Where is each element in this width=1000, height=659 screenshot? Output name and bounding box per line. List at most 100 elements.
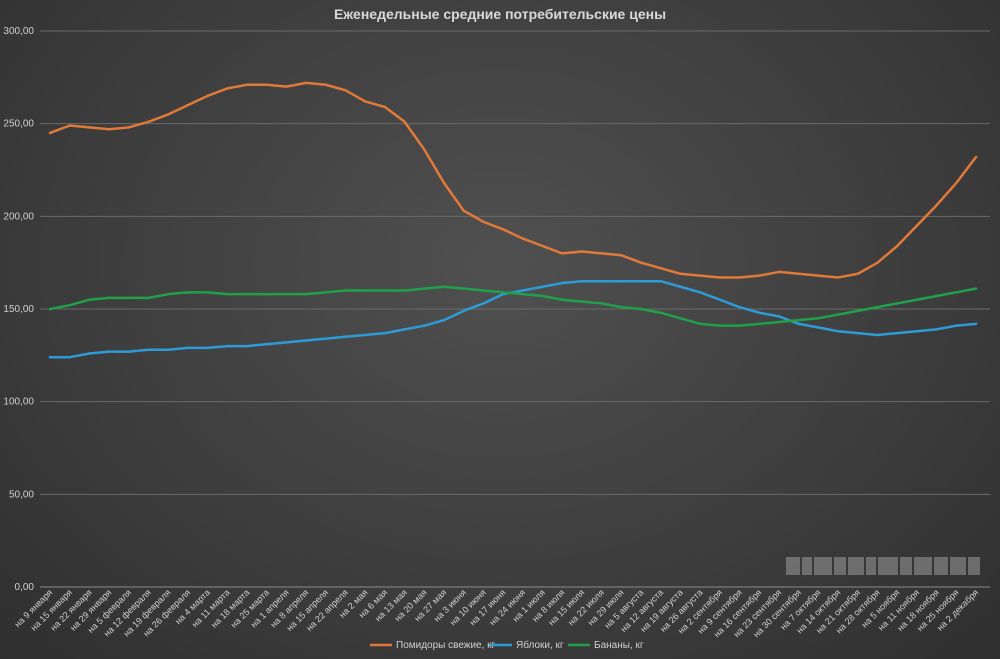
- data-point: [364, 289, 367, 292]
- data-point: [48, 131, 52, 135]
- data-point: [718, 324, 722, 327]
- data-point: [817, 317, 820, 320]
- data-point: [344, 335, 347, 338]
- data-point: [797, 318, 800, 322]
- legend-label: Бананы, кг: [594, 640, 644, 651]
- data-point: [462, 209, 465, 212]
- data-point: [245, 83, 249, 86]
- data-point: [718, 276, 722, 279]
- data-point: [718, 298, 722, 301]
- data-point: [127, 296, 131, 300]
- data-point: [600, 280, 603, 283]
- chart-title: Еженедельные средние потребительские цен…: [334, 6, 666, 22]
- data-point: [68, 355, 71, 359]
- data-point: [383, 331, 387, 335]
- data-point: [698, 274, 702, 277]
- data-point: [147, 348, 150, 351]
- data-point: [561, 298, 564, 301]
- data-point: [226, 87, 229, 90]
- data-point: [836, 276, 840, 279]
- data-point: [797, 272, 800, 275]
- data-point: [285, 85, 288, 88]
- data-point: [186, 103, 190, 107]
- data-point: [442, 181, 446, 185]
- data-point: [482, 220, 485, 224]
- data-point: [817, 274, 820, 277]
- data-point: [521, 237, 525, 240]
- data-point: [974, 155, 978, 159]
- data-point: [679, 317, 682, 320]
- data-point: [856, 272, 859, 275]
- data-point: [68, 124, 71, 127]
- data-point: [206, 346, 209, 350]
- data-point: [462, 309, 465, 313]
- data-point: [442, 285, 446, 288]
- data-point: [304, 339, 308, 342]
- data-point: [659, 280, 662, 283]
- data-point: [265, 83, 268, 86]
- data-point: [167, 348, 170, 351]
- series-3: [48, 285, 978, 327]
- data-point: [541, 244, 544, 248]
- y-tick-label: 300,00: [3, 26, 34, 37]
- data-point: [383, 289, 387, 292]
- data-point: [304, 292, 308, 296]
- data-point: [698, 322, 702, 326]
- data-point: [403, 328, 406, 331]
- data-point: [127, 126, 131, 129]
- data-point: [856, 331, 859, 335]
- data-point: [88, 352, 91, 355]
- y-tick-label: 150,00: [3, 304, 34, 315]
- data-point: [935, 328, 938, 331]
- data-point: [915, 224, 919, 227]
- y-tick-label: 250,00: [3, 119, 34, 130]
- y-tick-label: 100,00: [3, 397, 34, 408]
- data-point: [206, 291, 209, 294]
- data-point: [462, 287, 465, 290]
- data-point: [245, 344, 249, 348]
- data-point: [580, 250, 584, 253]
- data-point: [383, 105, 387, 109]
- legend: Помидоры свежие, кг Яблоки, кг Бананы, кг: [370, 639, 644, 651]
- data-point: [48, 307, 52, 311]
- data-point: [738, 305, 741, 309]
- data-point: [895, 331, 899, 335]
- data-point: [107, 350, 111, 353]
- data-point: [265, 292, 268, 296]
- data-point: [600, 302, 603, 305]
- data-point: [876, 333, 879, 337]
- data-point: [659, 267, 662, 270]
- data-point: [777, 320, 781, 324]
- data-point: [758, 274, 761, 277]
- data-point: [167, 113, 170, 116]
- data-point: [935, 204, 938, 207]
- data-point: [304, 81, 308, 85]
- data-point: [679, 272, 682, 275]
- legend-item: Яблоки, кг: [490, 639, 564, 651]
- data-point: [580, 300, 584, 303]
- data-point: [324, 83, 328, 86]
- data-point: [324, 291, 328, 294]
- data-point: [344, 89, 347, 92]
- data-point: [698, 291, 702, 294]
- data-point: [561, 281, 564, 285]
- data-point: [777, 270, 781, 274]
- data-point: [836, 330, 840, 333]
- data-point: [541, 285, 544, 288]
- data-point: [442, 318, 446, 322]
- series-lines: [48, 81, 978, 359]
- data-point: [88, 126, 91, 129]
- data-point: [147, 296, 150, 300]
- data-point: [895, 302, 899, 305]
- data-point: [620, 254, 623, 257]
- data-point: [895, 244, 899, 248]
- data-point: [364, 100, 367, 103]
- y-axis-ticks: 0,00 50,00 100,00 150,00 200,00 250,00 300,00: [3, 26, 34, 593]
- data-point: [403, 120, 406, 124]
- data-point: [147, 120, 150, 124]
- data-point: [639, 307, 643, 311]
- data-point: [245, 292, 249, 296]
- data-point: [974, 287, 978, 290]
- data-point: [856, 309, 859, 313]
